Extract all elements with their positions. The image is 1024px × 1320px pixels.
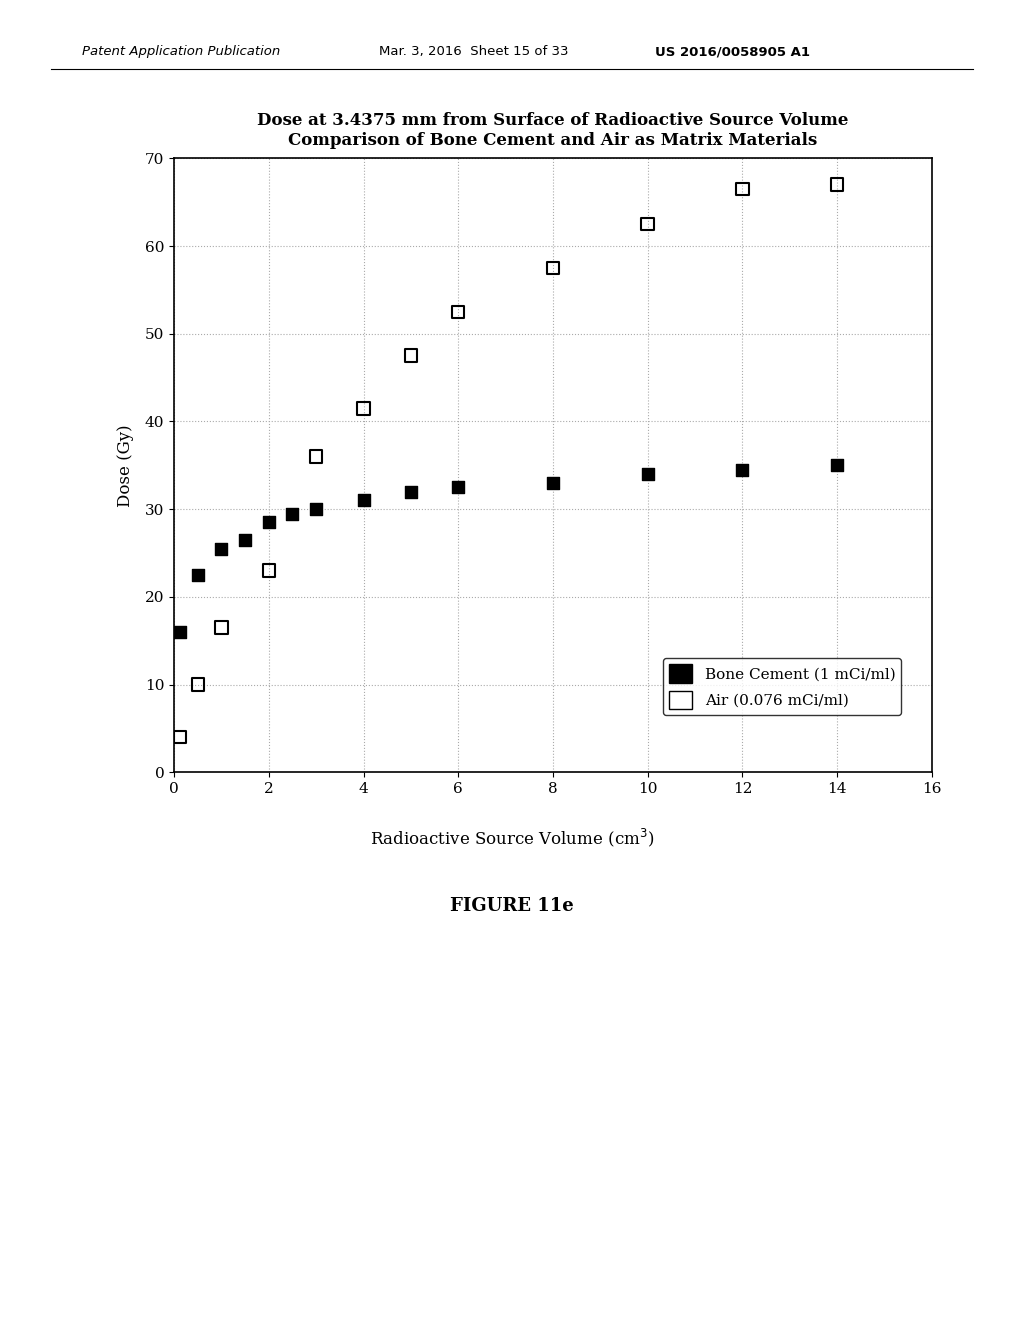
Bone Cement (1 mCi/ml) (355, 490, 372, 511)
Y-axis label: Dose (Gy): Dose (Gy) (117, 424, 134, 507)
Bone Cement (1 mCi/ml) (402, 480, 419, 502)
Bone Cement (1 mCi/ml) (829, 455, 846, 477)
Air (0.076 mCi/ml) (451, 301, 467, 322)
Air (0.076 mCi/ml) (545, 257, 561, 279)
Air (0.076 mCi/ml) (260, 560, 276, 581)
Air (0.076 mCi/ml) (308, 446, 325, 467)
Title: Dose at 3.4375 mm from Surface of Radioactive Source Volume
Comparison of Bone C: Dose at 3.4375 mm from Surface of Radioa… (257, 112, 849, 149)
Bone Cement (1 mCi/ml) (734, 459, 751, 480)
Bone Cement (1 mCi/ml) (260, 512, 276, 533)
Air (0.076 mCi/ml) (829, 174, 846, 195)
Bone Cement (1 mCi/ml) (308, 499, 325, 520)
Legend: Bone Cement (1 mCi/ml), Air (0.076 mCi/ml): Bone Cement (1 mCi/ml), Air (0.076 mCi/m… (664, 659, 901, 715)
Text: Mar. 3, 2016  Sheet 15 of 33: Mar. 3, 2016 Sheet 15 of 33 (379, 45, 568, 58)
Air (0.076 mCi/ml) (639, 214, 656, 235)
Bone Cement (1 mCi/ml) (545, 473, 561, 494)
Air (0.076 mCi/ml) (172, 726, 188, 747)
Air (0.076 mCi/ml) (355, 397, 372, 418)
Bone Cement (1 mCi/ml) (172, 622, 188, 643)
Bone Cement (1 mCi/ml) (189, 565, 206, 586)
Text: FIGURE 11e: FIGURE 11e (451, 896, 573, 915)
Bone Cement (1 mCi/ml) (285, 503, 301, 524)
Bone Cement (1 mCi/ml) (451, 477, 467, 498)
Bone Cement (1 mCi/ml) (237, 529, 253, 550)
Text: Radioactive Source Volume (cm$^3$): Radioactive Source Volume (cm$^3$) (370, 828, 654, 850)
Air (0.076 mCi/ml) (189, 675, 206, 696)
Air (0.076 mCi/ml) (734, 178, 751, 199)
Bone Cement (1 mCi/ml) (213, 539, 229, 560)
Bone Cement (1 mCi/ml) (639, 463, 656, 484)
Air (0.076 mCi/ml) (213, 616, 229, 638)
Air (0.076 mCi/ml) (402, 345, 419, 366)
Text: US 2016/0058905 A1: US 2016/0058905 A1 (655, 45, 810, 58)
Text: Patent Application Publication: Patent Application Publication (82, 45, 281, 58)
